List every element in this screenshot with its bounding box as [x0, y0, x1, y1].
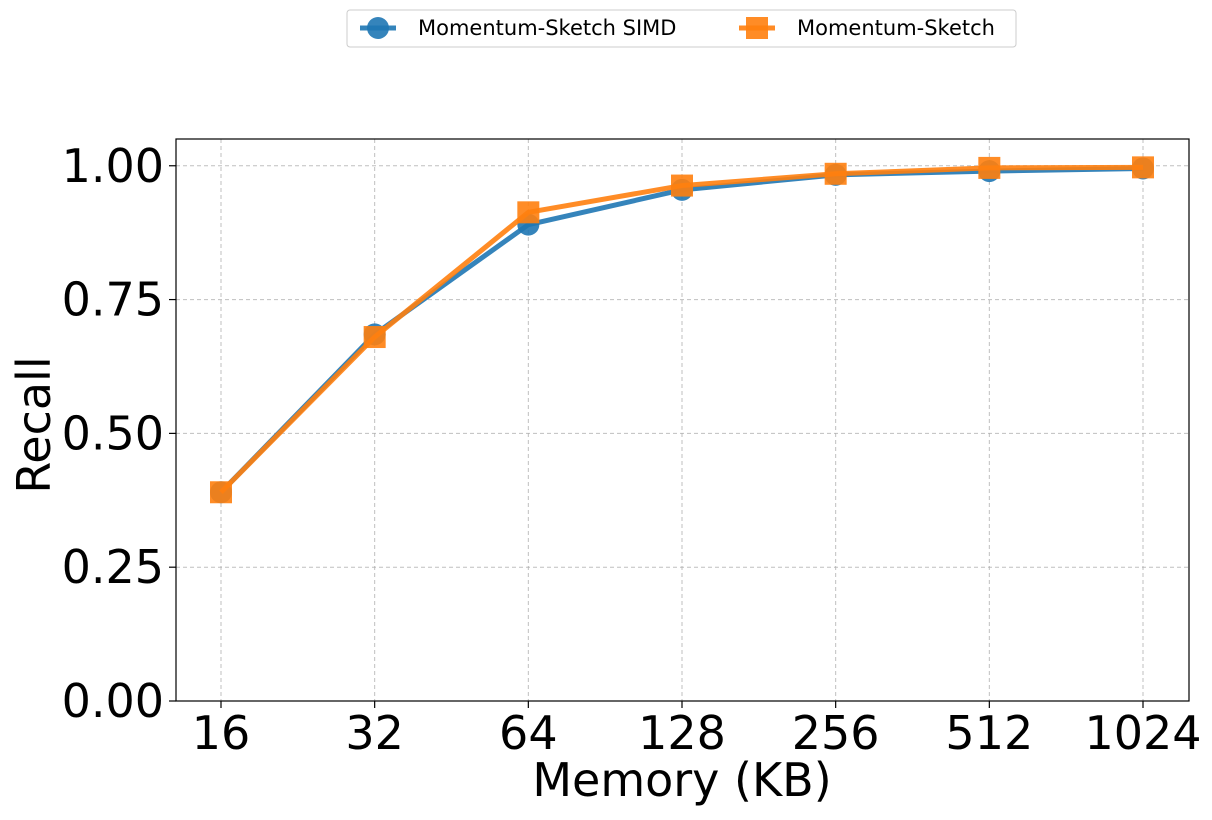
y-tick-label: 0.75	[62, 273, 164, 327]
data-series	[210, 156, 1154, 504]
legend-label: Momentum-Sketch SIMD	[418, 16, 676, 40]
x-tick-label: 256	[792, 706, 880, 760]
x-axis-label: Memory (KB)	[532, 753, 831, 807]
data-point-square	[210, 481, 232, 504]
data-point-square	[671, 174, 693, 197]
y-tick-label: 0.00	[62, 674, 164, 728]
grid-lines	[176, 139, 1189, 702]
x-tick-label: 512	[945, 706, 1033, 760]
series-baseline	[210, 156, 1154, 504]
legend-item: Momentum-Sketch	[739, 16, 995, 40]
y-axis-ticks: 0.00 0.25 0.50 0.75 1.00	[62, 139, 176, 728]
data-point-square	[1132, 156, 1154, 179]
data-point-square	[363, 326, 386, 349]
x-tick-label: 16	[192, 706, 251, 760]
y-tick-label: 0.25	[62, 540, 164, 594]
x-tick-label: 64	[499, 706, 558, 760]
legend: Momentum-Sketch SIMD Momentum-Sketch	[346, 9, 1017, 48]
data-point-square	[978, 156, 1001, 179]
data-point-square	[517, 201, 540, 224]
x-tick-label: 128	[638, 706, 726, 760]
y-tick-label: 0.50	[62, 406, 164, 460]
legend-item: Momentum-Sketch SIMD	[360, 16, 676, 40]
x-tick-label: 1024	[1084, 706, 1201, 760]
y-tick-label: 1.00	[62, 139, 164, 193]
x-axis-ticks: 16 32 64 128 256 512 1024	[192, 701, 1202, 760]
y-axis-label: Recall	[7, 356, 61, 493]
x-tick-label: 32	[345, 706, 404, 760]
legend-marker-square	[746, 17, 768, 39]
legend-items: Momentum-Sketch SIMD Momentum-Sketch	[360, 16, 995, 40]
legend-frame	[346, 9, 1017, 48]
data-point-square	[824, 162, 847, 185]
legend-label: Momentum-Sketch	[797, 16, 995, 40]
legend-marker-circle	[367, 17, 389, 39]
